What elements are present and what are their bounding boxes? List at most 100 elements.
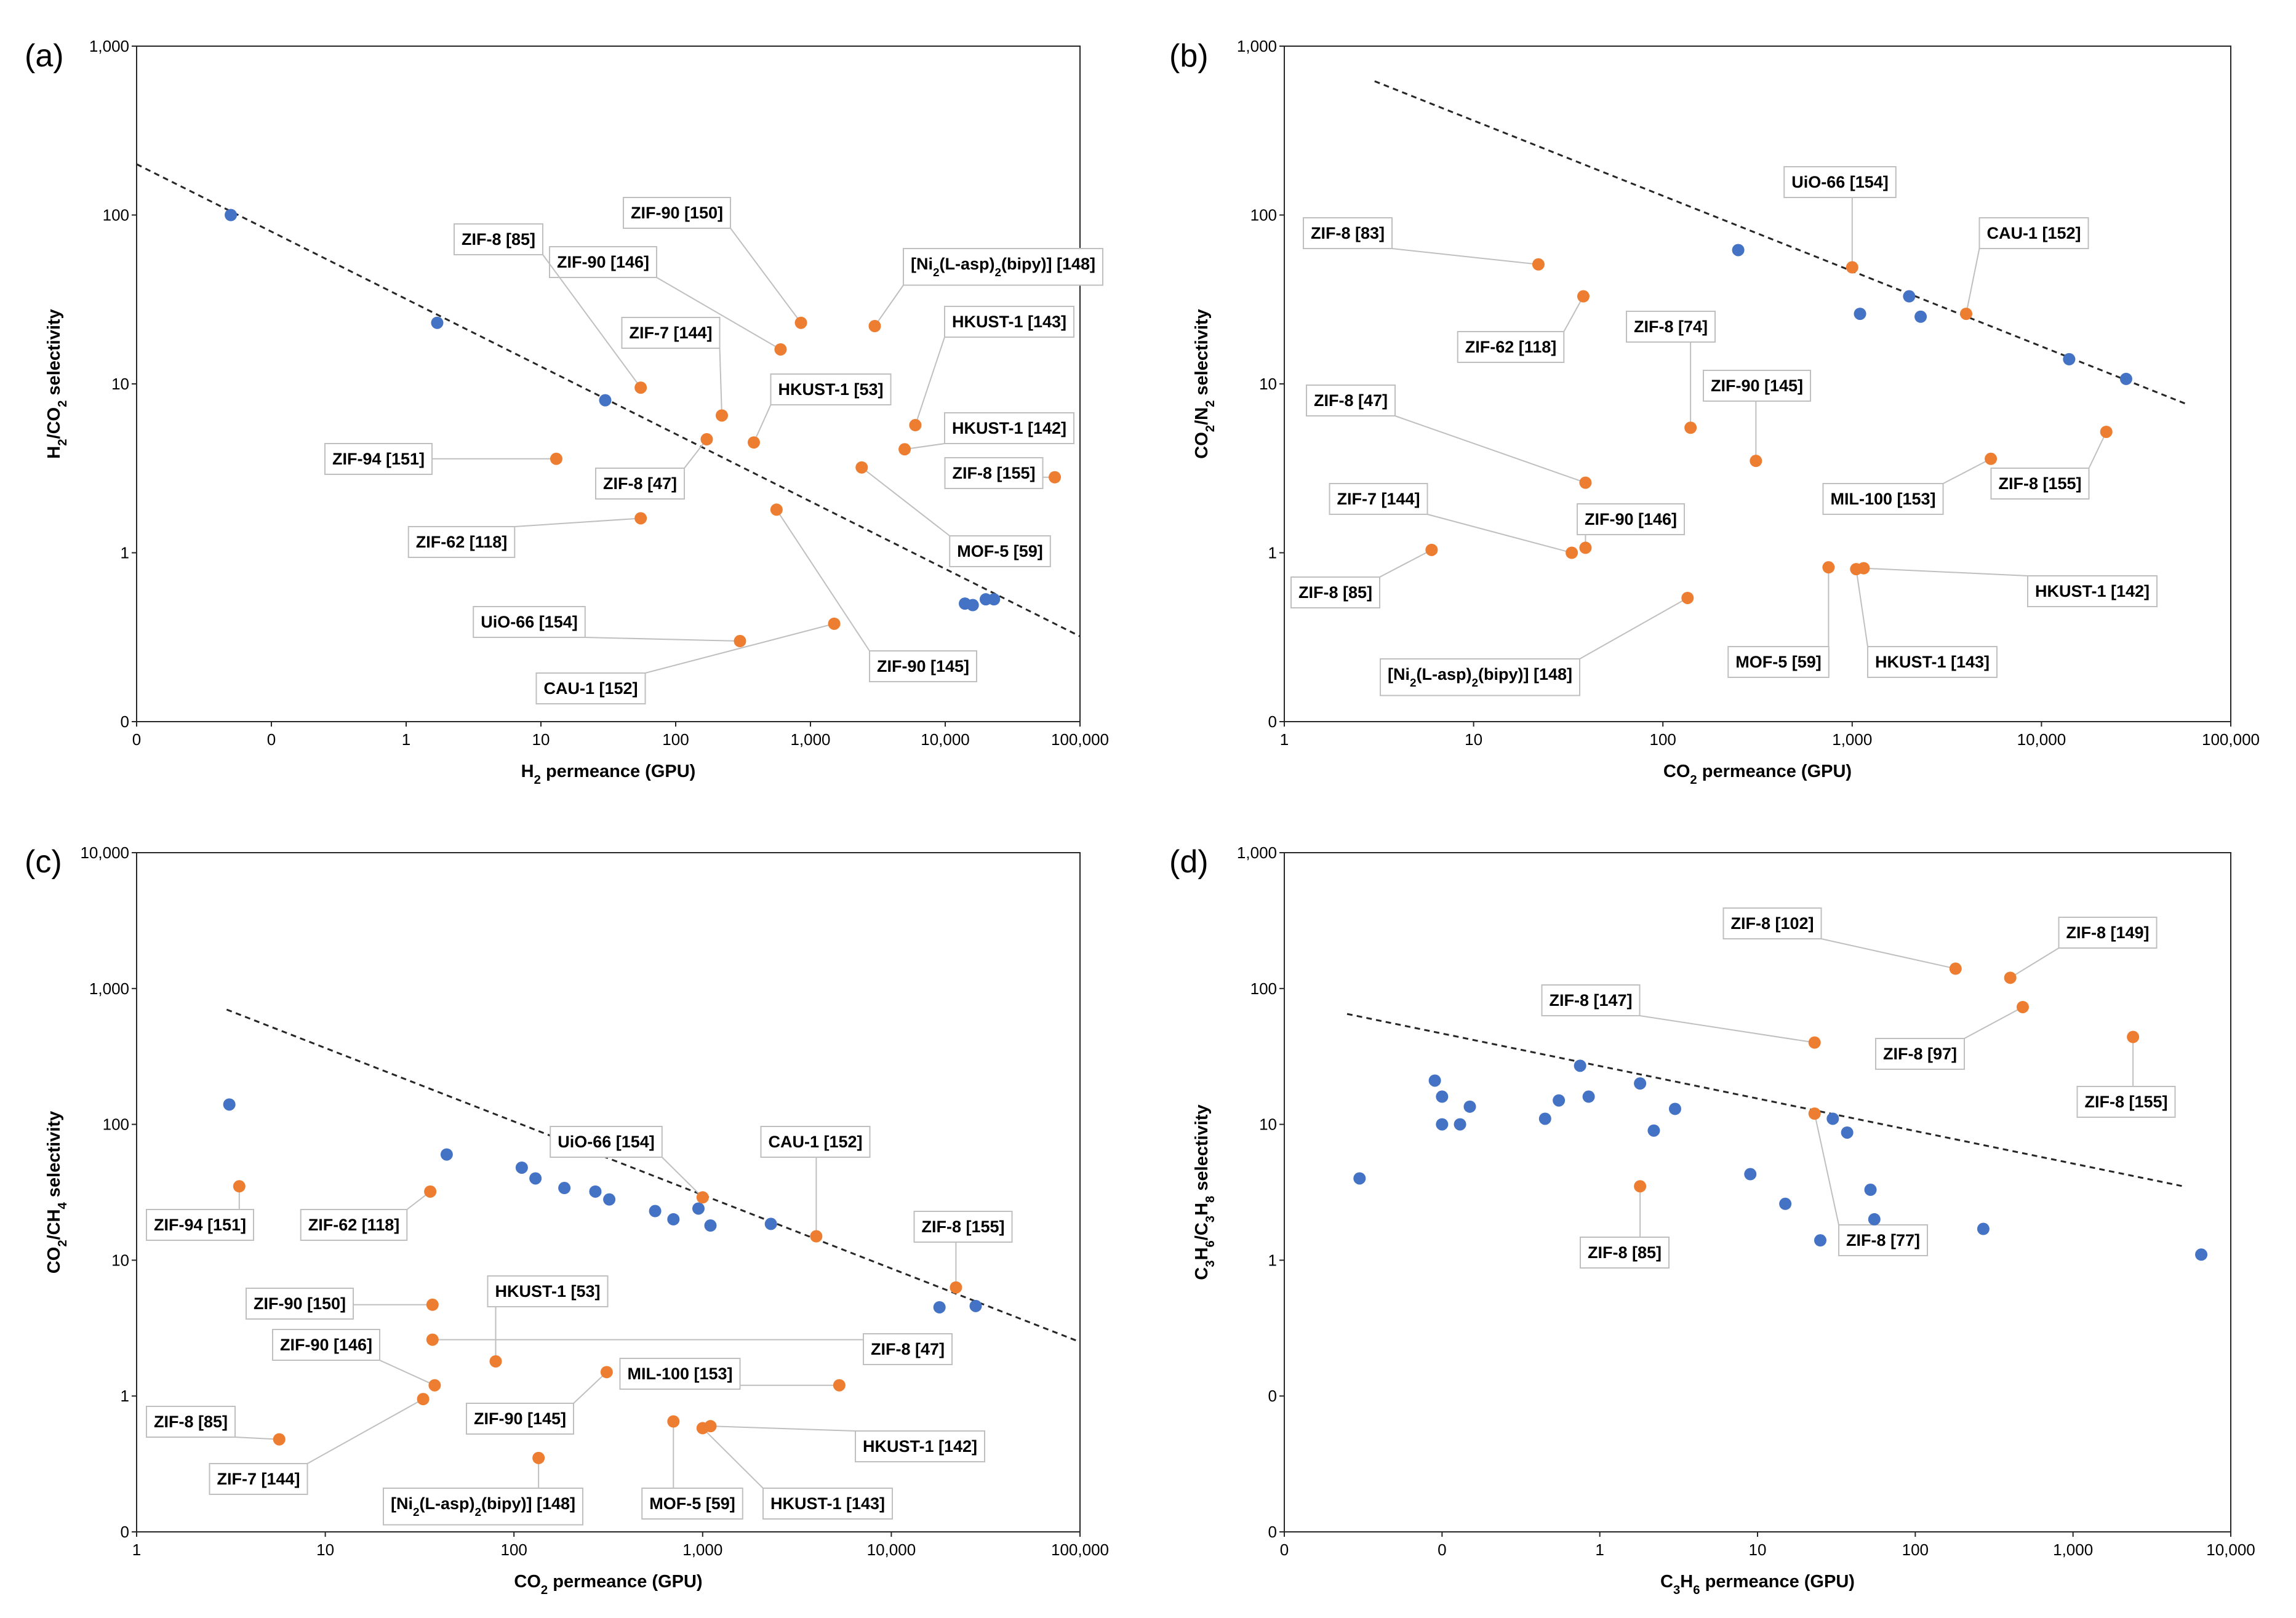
series-orange [1425, 258, 2113, 604]
x-tick-label: 1 [402, 730, 410, 749]
annotation-box [1978, 217, 2089, 249]
y-tick-label: 0 [1268, 712, 1277, 731]
annotation-label: ZIF-8 [155] [1998, 474, 2081, 493]
data-point-orange [1985, 452, 1998, 465]
data-point-orange [426, 1333, 439, 1346]
x-axis-title: CO2 permeance (GPU) [1663, 762, 1852, 787]
data-point-orange [868, 320, 881, 333]
annotation-leader [719, 348, 722, 416]
annotation-box [2076, 1086, 2176, 1118]
data-point-blue [1436, 1118, 1449, 1131]
data-point-orange [417, 1393, 430, 1406]
annotation-leader [573, 1371, 607, 1404]
annotation-box [465, 1403, 575, 1435]
annotation-label: CAU-1 [152] [543, 679, 638, 698]
y-tick-label: 10 [111, 1251, 129, 1269]
y-tick-label: 100 [1250, 979, 1277, 998]
y-tick-label: 1 [1268, 544, 1277, 562]
annotation-label: ZIF-8 [47] [1314, 391, 1388, 410]
annotation-leader [1394, 415, 1586, 484]
data-point-blue [558, 1182, 571, 1195]
annotation-box [949, 535, 1051, 567]
annotation-box [473, 606, 586, 638]
annotation-box [1379, 658, 1581, 696]
annotation-label: ZIF-7 [144] [217, 1470, 300, 1488]
annotation-label: ZIF-90 [145] [474, 1409, 566, 1428]
annotation-box [271, 1329, 381, 1361]
annotation-box [2058, 917, 2158, 949]
y-tick-label: 100 [103, 206, 129, 225]
annotation-box [382, 1488, 584, 1526]
annotation-leader [234, 1437, 279, 1440]
y-axis-title: CO2/CH4 selectivity [44, 1111, 70, 1273]
annotation-label: ZIF-90 [150] [631, 204, 723, 222]
trendline [1346, 1013, 2184, 1187]
data-point-blue [1903, 290, 1916, 303]
annotation-label: ZIF-8 [149] [2066, 923, 2149, 942]
annotation-label: ZIF-8 [155] [952, 464, 1035, 482]
x-tick-label: 0 [132, 730, 141, 749]
data-point-blue [440, 1148, 453, 1161]
annotation-label: HKUST-1 [143] [952, 313, 1066, 331]
annotation-box [209, 1463, 308, 1495]
y-tick-label: 0 [1268, 1387, 1277, 1405]
x-axis-title: CO2 permeance (GPU) [514, 1572, 702, 1597]
annotation-label: UiO-66 [154] [1791, 173, 1889, 191]
annotation-leader [2088, 431, 2107, 469]
data-point-orange [1532, 258, 1545, 271]
data-point-orange [426, 1298, 439, 1311]
annotation-leader [514, 517, 641, 527]
annotation-label: ZIF-8 [155] [2084, 1093, 2167, 1111]
annotation-label: ZIF-8 [74] [1634, 317, 1708, 336]
annotation-label: UiO-66 [154] [481, 613, 578, 631]
annotation-box [1457, 331, 1565, 363]
data-point-orange [774, 343, 787, 356]
annotation-box [2026, 575, 2158, 607]
annotation-label: UiO-66 [154] [558, 1133, 655, 1151]
series-blue [1353, 1059, 2208, 1261]
data-point-blue [1634, 1077, 1647, 1090]
y-tick-label: 1,000 [89, 979, 129, 998]
data-point-orange [909, 419, 922, 432]
series-blue [225, 209, 1001, 612]
annotation-label: MIL-100 [153] [627, 1365, 732, 1383]
data-point-orange [833, 1379, 846, 1392]
annotation-box [1722, 907, 1822, 939]
annotation-box [770, 373, 892, 405]
annotation-leader [710, 1425, 856, 1432]
annotation-leader [1964, 1006, 2023, 1039]
x-tick-label: 100,000 [2202, 730, 2260, 749]
chart-panel-1: (b)1 10 100 1,000 10,000 100,00001101001,000C… [1169, 37, 2260, 787]
annotation-box [868, 650, 978, 682]
x-tick-label: 100 [662, 730, 689, 749]
annotation-box [453, 223, 544, 255]
data-point-orange [600, 1366, 613, 1379]
y-tick-label: 0 [1268, 1523, 1277, 1541]
x-tick-label: 1,000 [682, 1540, 722, 1559]
annotation-leader [874, 284, 904, 327]
annotation-box [762, 1488, 894, 1520]
annotation-label: ZIF-90 [145] [1711, 377, 1803, 395]
series-orange [550, 316, 1062, 648]
data-point-blue [1428, 1074, 1441, 1087]
annotation-leader [1579, 597, 1688, 660]
data-point-blue [649, 1205, 662, 1217]
annotation-leader [753, 404, 772, 443]
annotation-label: CAU-1 [152] [768, 1133, 862, 1151]
plot-area [136, 852, 1081, 1532]
data-point-blue [603, 1193, 616, 1206]
annotation-label: ZIF-8 [147] [1549, 991, 1632, 1010]
data-point-blue [692, 1202, 705, 1215]
data-point-orange [424, 1185, 437, 1198]
annotation-label: MOF-5 [59] [649, 1494, 735, 1513]
y-tick-label: 10,000 [80, 843, 129, 862]
annotation-box [1727, 646, 1830, 678]
annotation-label: ZIF-8 [97] [1883, 1045, 1957, 1063]
data-point-blue [515, 1161, 528, 1174]
annotation-box [854, 1430, 986, 1462]
data-point-orange [550, 452, 562, 465]
y-tick-label: 1 [1268, 1251, 1277, 1269]
chart-panel-2: (c)1 10 100 1,000 10,000 100,00001101001,0001… [25, 843, 1109, 1597]
x-tick-label: 0 [1438, 1540, 1446, 1559]
data-point-blue [431, 316, 444, 329]
